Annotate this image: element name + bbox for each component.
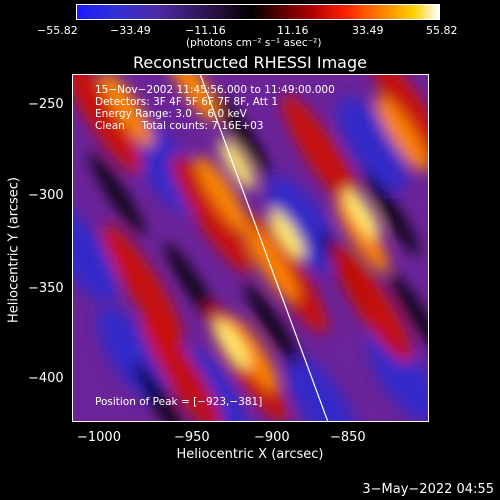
- intensity-band: [88, 151, 146, 237]
- colorbar-units: (photons cm⁻² s⁻¹ asec⁻²): [186, 37, 322, 49]
- intensity-band: [266, 176, 338, 272]
- info-detectors: Detectors: 3F 4F 5F 6F 7F 8F, Att 1: [95, 96, 279, 108]
- colorbar-tick: −11.16: [185, 24, 226, 37]
- plot-frame: [72, 74, 429, 422]
- x-axis-label: Heliocentric X (arcsec): [176, 447, 324, 462]
- intensity-band: [133, 361, 191, 422]
- x-tick: −950: [174, 430, 210, 445]
- intensity-band: [141, 314, 223, 422]
- info-time-range: 15−Nov−2002 11:45:56.000 to 11:49:00.000: [95, 84, 335, 96]
- x-tick: −850: [330, 430, 366, 445]
- intensity-band: [388, 271, 429, 357]
- plot-title: Reconstructed RHESSI Image: [133, 53, 367, 72]
- intensity-band: [336, 96, 408, 192]
- intensity-band: [335, 195, 389, 273]
- rhessi-image-svg: [72, 74, 429, 422]
- colorbar-tick: 55.82: [426, 24, 458, 37]
- intensity-blobs: [72, 74, 429, 422]
- x-tick: −900: [254, 430, 290, 445]
- intensity-band: [100, 74, 154, 148]
- intensity-band: [72, 206, 118, 302]
- intensity-band: [213, 91, 271, 177]
- y-tick: −250: [28, 97, 64, 112]
- y-tick: −350: [28, 281, 64, 296]
- colorbar-tick: 33.49: [352, 24, 384, 37]
- intensity-band: [375, 95, 429, 173]
- colorbar-tick: 11.16: [277, 24, 309, 37]
- intensity-band: [371, 74, 429, 174]
- info-clean-counts: Clean Total counts: 7.16E+03: [95, 120, 264, 132]
- peak-position: Position of Peak = [−923,−381]: [95, 396, 263, 408]
- intensity-band: [344, 188, 380, 240]
- colorbar-tick: −55.82: [37, 24, 78, 37]
- intensity-band: [245, 225, 299, 303]
- info-energy-range: Energy Range: 3.0 − 6.0 keV: [95, 108, 247, 120]
- x-tick: −1000: [77, 430, 121, 445]
- colorbar: [76, 4, 440, 20]
- intensity-band: [171, 154, 253, 274]
- intensity-band: [72, 74, 143, 174]
- intensity-band: [281, 94, 363, 214]
- intensity-band: [363, 171, 421, 257]
- intensity-band: [269, 208, 305, 260]
- y-tick: −300: [28, 188, 64, 203]
- intensity-band: [243, 281, 301, 367]
- colorbar-tick: −33.49: [110, 24, 151, 37]
- intensity-band: [195, 155, 249, 233]
- intensity-band: [214, 318, 250, 370]
- footer-date: 3−May−2022 04:55: [362, 482, 494, 497]
- intensity-band: [165, 74, 219, 123]
- rhessi-image: [72, 74, 429, 422]
- intensity-band: [101, 224, 183, 344]
- y-tick: −400: [28, 371, 64, 386]
- intensity-band: [163, 241, 221, 327]
- y-axis-label: Heliocentric Y (arcsec): [6, 177, 22, 323]
- intensity-band: [366, 326, 429, 422]
- intensity-band: [225, 315, 279, 393]
- intensity-band: [331, 244, 413, 364]
- solar-limb-line: [199, 74, 329, 422]
